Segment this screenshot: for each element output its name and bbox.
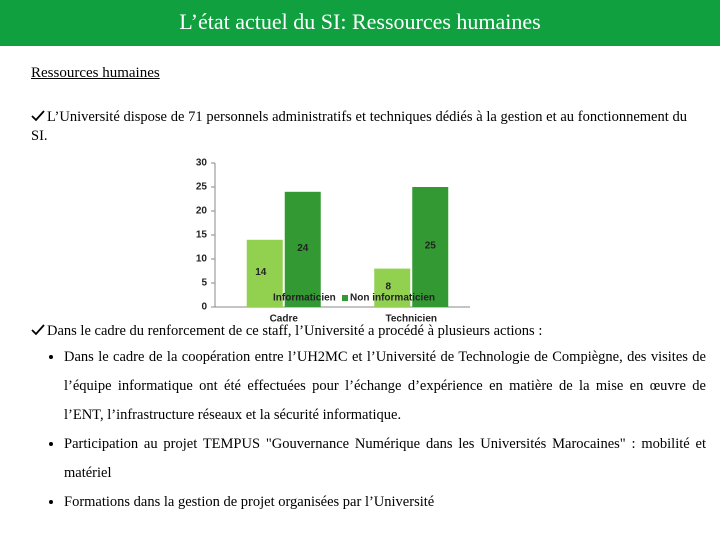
bar — [246, 239, 283, 307]
y-tick-label: 30 — [196, 158, 208, 169]
paragraph: L’Université dispose de 71 personnels ad… — [31, 108, 687, 146]
y-tick-label: 0 — [201, 302, 207, 313]
data-label: 25 — [425, 241, 437, 252]
legend-swatch — [265, 295, 271, 301]
bar — [412, 187, 449, 307]
bullet: Dans le cadre de la coopération entre l’… — [64, 343, 706, 430]
bar — [284, 191, 321, 307]
legend-label: Informaticien — [273, 293, 336, 304]
title-bar: L’état actuel du SI: Ressources humaines — [0, 0, 720, 46]
paragraph-text: L’Université dispose de 71 personnels ad… — [31, 109, 687, 144]
y-tick-label: 20 — [196, 206, 208, 217]
bar — [374, 268, 411, 307]
paragraph-text: Dans le cadre du renforcement de ce staf… — [47, 323, 543, 339]
title: L’état actuel du SI: Ressources humaines — [179, 9, 541, 34]
data-label: 24 — [297, 243, 309, 254]
check-icon — [31, 324, 45, 336]
bullet: Formations dans la gestion de projet org… — [64, 488, 706, 517]
paragraph: Dans le cadre du renforcement de ce staf… — [31, 322, 687, 341]
x-tick-label: Cadre — [270, 314, 299, 325]
section-heading: Ressources humaines — [31, 65, 160, 81]
y-tick-label: 5 — [201, 278, 207, 289]
bullet: Participation au projet TEMPUS "Gouverna… — [64, 430, 706, 488]
bullet-list: Dans le cadre de la coopération entre l’… — [48, 343, 706, 517]
data-label: 14 — [255, 267, 267, 278]
legend-label: Non informaticien — [350, 293, 435, 304]
y-tick-label: 10 — [196, 254, 208, 265]
y-tick-label: 15 — [196, 230, 208, 241]
x-tick-label: Technicien — [386, 314, 438, 325]
y-tick-label: 25 — [196, 182, 208, 193]
data-label: 8 — [385, 281, 391, 292]
legend-swatch — [342, 295, 348, 301]
check-icon — [31, 110, 45, 122]
chart: 0 5 10 15 20 25 30 Cadre 14 24 Technicien 8 25 Inform… — [196, 158, 470, 325]
